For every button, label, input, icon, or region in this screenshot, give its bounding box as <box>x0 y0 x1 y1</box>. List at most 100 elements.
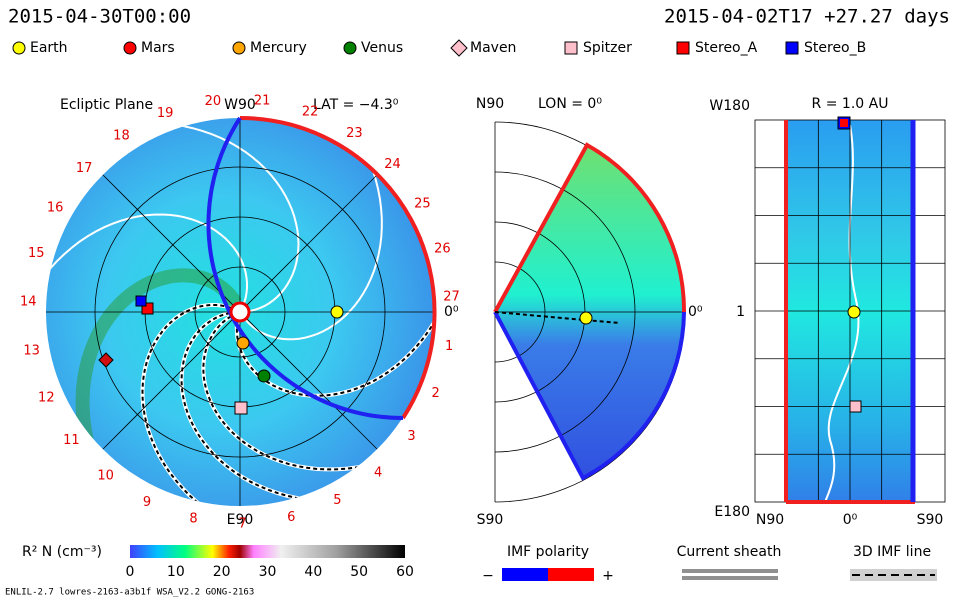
sheath <box>824 124 860 503</box>
sector-label: 8 <box>189 511 197 526</box>
legend-marker <box>123 41 137 55</box>
bodies <box>98 295 344 415</box>
sector-label: 11 <box>63 433 80 448</box>
legend-label: Stereo_B <box>804 40 866 56</box>
sector-label: 4 <box>374 465 382 480</box>
spirals <box>46 123 434 506</box>
panel-title: Ecliptic Plane <box>60 97 153 113</box>
sector-label: 26 <box>434 241 451 256</box>
sector-label: 2 <box>431 386 439 401</box>
rim-positive <box>239 115 437 420</box>
spiral <box>171 123 300 312</box>
stereo-a <box>840 119 848 127</box>
legend: Earth Mars Mercury Venus Maven Spitzer Stereo_… <box>12 39 866 57</box>
legend-marker <box>676 41 690 55</box>
legend-marker <box>450 39 468 57</box>
sun <box>229 301 251 323</box>
imf-polarity-label: IMF polarity <box>507 544 589 560</box>
top-label: W90 <box>224 97 256 113</box>
spiral <box>75 268 242 442</box>
run-info: 2015-04-02T17 +27.27 days <box>664 6 950 28</box>
colorbar-tick-label: 60 <box>396 564 414 580</box>
right-label: 0⁰ <box>688 304 703 320</box>
footer: ENLIL-2.7 lowres-2163-a3b1f WSA_V2.2 GON… <box>5 588 254 598</box>
colorbar-tick-label: 40 <box>304 564 322 580</box>
spiral-halo <box>140 303 232 506</box>
panel-title: R = 1.0 AU <box>812 96 889 112</box>
sector-label: 24 <box>384 157 401 172</box>
top-label: N90 <box>476 96 504 112</box>
earth-marker <box>847 305 861 319</box>
spitzer-marker <box>849 400 862 413</box>
sector-label: 27 <box>443 290 460 305</box>
sector-label: 19 <box>157 106 174 121</box>
x-label: N90 <box>756 512 784 528</box>
sector-label: 22 <box>302 104 319 119</box>
spiral-halo <box>179 311 309 502</box>
sector-label: 10 <box>97 468 114 483</box>
x-label: S90 <box>917 512 944 528</box>
sector-label: 16 <box>47 201 64 216</box>
middle-label: 1 <box>736 304 745 320</box>
colorbar-tick-label: 20 <box>213 564 231 580</box>
sector-label: 6 <box>287 510 295 525</box>
top-label: W180 <box>709 98 750 114</box>
sheath-sample <box>682 569 778 573</box>
bottom-label: S90 <box>477 512 504 528</box>
plus: + <box>602 568 614 584</box>
sector-label: 15 <box>28 246 45 261</box>
legend-label: Venus <box>361 40 403 56</box>
sector-label: 21 <box>254 94 271 109</box>
sector-label: 17 <box>76 161 93 176</box>
imf-line <box>494 311 621 324</box>
minus: − <box>482 568 494 584</box>
legend-marker <box>785 41 799 55</box>
legend-label: Maven <box>470 40 516 56</box>
lat-label: LAT = −4.3⁰ <box>313 97 399 113</box>
meridional-wedge <box>495 145 684 478</box>
sector-label: 14 <box>20 295 37 310</box>
colorbar-tick-label: 30 <box>259 564 277 580</box>
sector-label: 3 <box>407 429 415 444</box>
earth-marker <box>579 311 593 325</box>
spiral-halo <box>234 311 434 398</box>
legend-label: Mercury <box>250 40 307 56</box>
polarity-negative <box>502 568 548 581</box>
wedge-rim-negative <box>493 311 686 481</box>
colorbar-label: R² N (cm⁻³) <box>22 544 102 560</box>
legend-label: Stereo_A <box>695 40 758 56</box>
imf-line-label: 3D IMF line <box>853 544 931 560</box>
sheath-sample <box>682 576 778 580</box>
sector-label: 20 <box>205 94 222 109</box>
sector-label: 7 <box>238 516 246 531</box>
spiral-halo <box>201 314 369 472</box>
colorbar-ticks: 0 10 20 30 40 50 60 <box>126 564 414 580</box>
colorbar-tick-label: 50 <box>350 564 368 580</box>
bottom-label: E90 <box>227 512 254 528</box>
colorbar-tick-label: 10 <box>167 564 185 580</box>
colorbar-tick-label: 0 <box>126 564 135 580</box>
legend-marker <box>12 41 26 55</box>
x-label: 0⁰ <box>843 512 858 528</box>
sector-label: 1 <box>445 339 453 354</box>
legend-label: Spitzer <box>583 40 632 56</box>
legend-label: Mars <box>141 40 175 56</box>
spiral <box>46 213 248 304</box>
legend-marker <box>564 41 578 55</box>
sector-label: 12 <box>38 391 55 406</box>
time: 2015-04-30T00:00 <box>8 6 191 28</box>
sector-label: 5 <box>333 493 341 508</box>
wedge-rim-positive <box>493 142 687 313</box>
colorbar <box>130 545 405 558</box>
lon-label: LON = 0⁰ <box>538 96 602 112</box>
polarity-positive <box>548 568 594 581</box>
sector-label: 13 <box>23 344 40 359</box>
current-sheath-label: Current sheath <box>677 544 782 560</box>
sector-label: 18 <box>113 129 130 144</box>
spiral <box>245 158 383 341</box>
sector-label: 25 <box>414 196 431 211</box>
sector-label: 23 <box>346 126 363 141</box>
bottom-label: E180 <box>714 504 750 520</box>
